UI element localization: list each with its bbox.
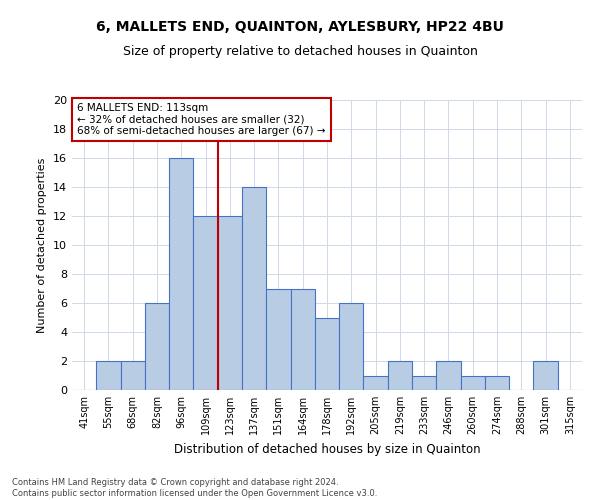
- Text: Size of property relative to detached houses in Quainton: Size of property relative to detached ho…: [122, 45, 478, 58]
- Bar: [388, 361, 412, 390]
- Bar: [315, 318, 339, 390]
- Text: 6 MALLETS END: 113sqm
← 32% of detached houses are smaller (32)
68% of semi-deta: 6 MALLETS END: 113sqm ← 32% of detached …: [77, 103, 326, 136]
- Bar: [169, 158, 193, 390]
- Bar: [290, 288, 315, 390]
- Bar: [412, 376, 436, 390]
- Text: Contains HM Land Registry data © Crown copyright and database right 2024.
Contai: Contains HM Land Registry data © Crown c…: [12, 478, 377, 498]
- Bar: [436, 361, 461, 390]
- Bar: [461, 376, 485, 390]
- Bar: [266, 288, 290, 390]
- Bar: [218, 216, 242, 390]
- Bar: [364, 376, 388, 390]
- Bar: [533, 361, 558, 390]
- Text: 6, MALLETS END, QUAINTON, AYLESBURY, HP22 4BU: 6, MALLETS END, QUAINTON, AYLESBURY, HP2…: [96, 20, 504, 34]
- Bar: [485, 376, 509, 390]
- Bar: [339, 303, 364, 390]
- Bar: [242, 187, 266, 390]
- Bar: [96, 361, 121, 390]
- X-axis label: Distribution of detached houses by size in Quainton: Distribution of detached houses by size …: [173, 442, 481, 456]
- Bar: [121, 361, 145, 390]
- Y-axis label: Number of detached properties: Number of detached properties: [37, 158, 47, 332]
- Bar: [193, 216, 218, 390]
- Bar: [145, 303, 169, 390]
